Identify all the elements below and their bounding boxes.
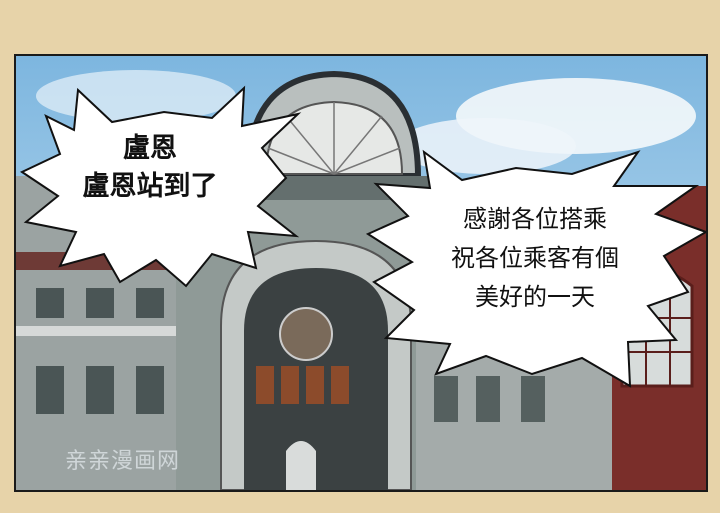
comic-panel <box>14 54 708 492</box>
bubble-left-line-1: 盧恩 <box>123 133 177 164</box>
arch-doors <box>256 366 349 404</box>
bubble-right-text: 感謝各位搭乘 祝各位乘客有個 美好的一天 <box>405 200 665 317</box>
right-windows <box>434 376 545 422</box>
panel-scene <box>16 56 706 490</box>
bubble-right-line-1: 感謝各位搭乘 <box>463 205 607 233</box>
bubble-left-line-2: 盧恩站到了 <box>82 171 218 202</box>
lower-door <box>286 441 316 490</box>
watermark: 亲亲漫画网 <box>65 449 181 474</box>
cloud <box>36 70 236 122</box>
cloud <box>396 118 576 174</box>
bubble-right-line-2: 祝各位乘客有個 <box>451 244 619 272</box>
speech-bubble-left <box>19 85 302 288</box>
bubble-right-line-3: 美好的一天 <box>475 283 595 311</box>
cornice <box>16 326 246 336</box>
speech-bubble-right <box>365 149 706 388</box>
bubble-left-text: 盧恩 盧恩站到了 <box>60 130 240 206</box>
rose-window <box>279 307 333 361</box>
